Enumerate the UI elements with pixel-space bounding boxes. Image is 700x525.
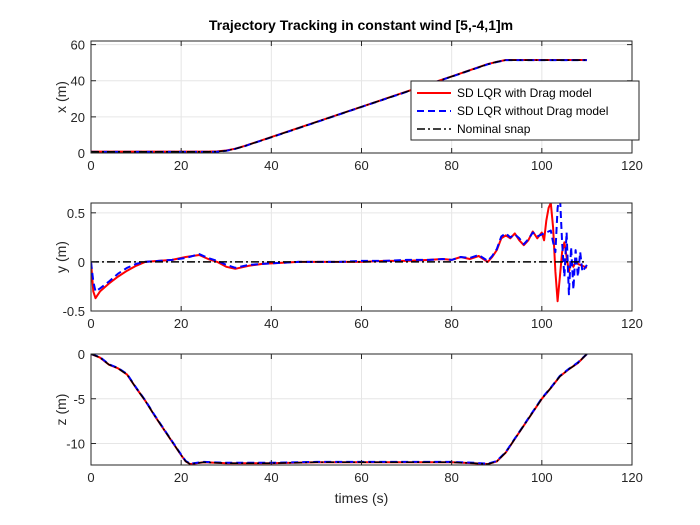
x-tick-label: 60 bbox=[354, 316, 368, 331]
x-tick-label: 60 bbox=[354, 470, 368, 485]
series-line-sd-lqr-without-drag-model bbox=[91, 203, 588, 296]
legend-box bbox=[410, 80, 640, 141]
x-tick-label: 0 bbox=[87, 316, 94, 331]
y-tick-label: 0 bbox=[78, 347, 85, 362]
x-tick-label: 100 bbox=[531, 470, 553, 485]
y-tick-label: 20 bbox=[71, 110, 85, 125]
series-group bbox=[91, 59, 587, 153]
chart-title: Trajectory Tracking in constant wind [5,… bbox=[209, 17, 513, 33]
series-line-sd-lqr-with-drag-model bbox=[91, 203, 588, 303]
legend: SD LQR with Drag model SD LQR without Dra… bbox=[410, 80, 640, 141]
y-tick-label: -0.5 bbox=[63, 304, 85, 319]
y-tick-label: 40 bbox=[71, 74, 85, 89]
legend-entry: Nominal snap bbox=[457, 122, 531, 136]
y-position-panel: 0 20 40 60 80 100 120-0.500.5y (m) bbox=[53, 202, 643, 331]
x-tick-label: 80 bbox=[444, 470, 458, 485]
x-tick-label: 40 bbox=[264, 158, 278, 173]
y-tick-label: 0 bbox=[78, 146, 85, 161]
z-position-panel: 0 20 40 60 80 100 120 -10 -5 0 z (m) times (s) bbox=[53, 347, 643, 506]
x-tick-label: 80 bbox=[444, 316, 458, 331]
y-tick-label: -10 bbox=[66, 437, 85, 452]
x-tick-label: 100 bbox=[531, 316, 553, 331]
series-group bbox=[91, 354, 588, 465]
x-tick-label: 40 bbox=[264, 470, 278, 485]
x-tick-label: 0 bbox=[87, 470, 94, 485]
legend-entry: SD LQR without Drag model bbox=[457, 104, 608, 118]
x-tick-label: 120 bbox=[621, 316, 643, 331]
x-tick-label: 0 bbox=[87, 158, 94, 173]
y-tick-label: 60 bbox=[71, 38, 85, 53]
x-tick-label: 100 bbox=[531, 158, 553, 173]
x-tick-label: 40 bbox=[264, 316, 278, 331]
x-axis-label: times (s) bbox=[335, 490, 389, 506]
y-axis-label: z (m) bbox=[53, 394, 69, 426]
x-tick-label: 20 bbox=[174, 316, 188, 331]
x-tick-label: 120 bbox=[621, 470, 643, 485]
x-tick-label: 120 bbox=[621, 158, 643, 173]
x-tick-label: 80 bbox=[444, 158, 458, 173]
y-tick-label: -5 bbox=[73, 392, 85, 407]
y-tick-label: 0.5 bbox=[67, 206, 85, 221]
series-line-nominal-snap bbox=[91, 354, 588, 465]
legend-entry: SD LQR with Drag model bbox=[457, 86, 592, 100]
series-line-nominal-snap bbox=[91, 59, 587, 153]
y-tick-label: 0 bbox=[78, 255, 85, 270]
x-tick-label: 60 bbox=[354, 158, 368, 173]
y-axis-label: y (m) bbox=[53, 241, 69, 273]
y-axis-label: x (m) bbox=[53, 81, 69, 113]
x-tick-label: 20 bbox=[174, 158, 188, 173]
x-tick-label: 20 bbox=[174, 470, 188, 485]
series-group bbox=[91, 203, 588, 303]
